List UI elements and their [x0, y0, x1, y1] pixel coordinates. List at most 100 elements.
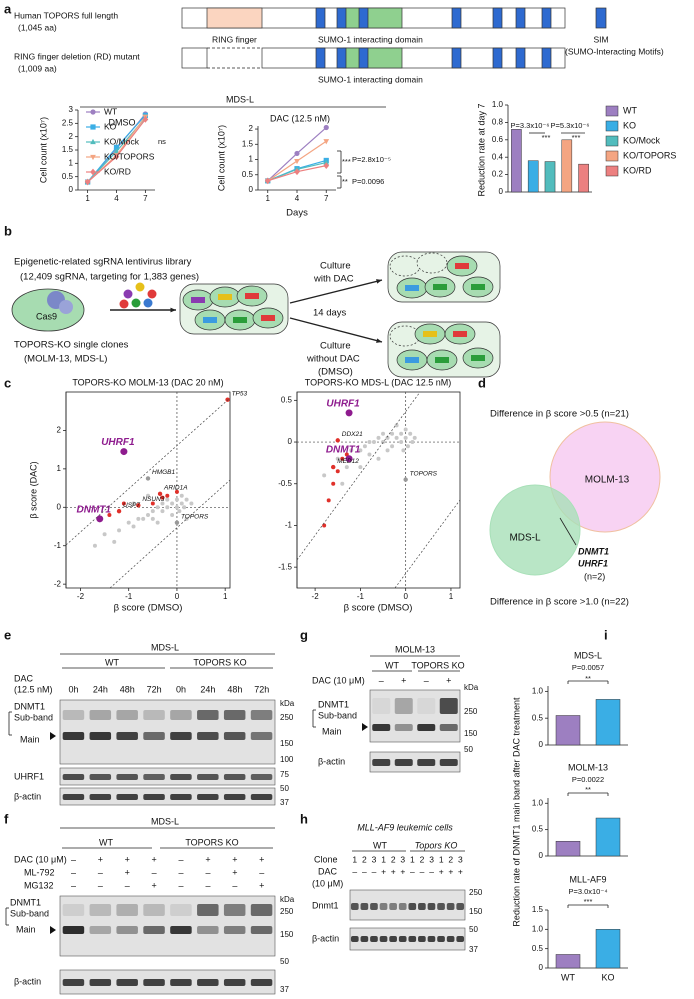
label: +	[232, 854, 237, 864]
y-tick-label: 0.6	[492, 135, 504, 144]
labeled-point	[157, 491, 163, 497]
label: 75	[280, 770, 289, 779]
panel-letter: c	[4, 375, 11, 390]
band	[116, 710, 138, 720]
band	[89, 794, 112, 800]
label: β-actin	[312, 933, 339, 943]
y-tick-label: 1.5	[532, 905, 544, 914]
label: 3	[372, 854, 377, 864]
label: (10 μM)	[312, 878, 343, 888]
bar	[578, 163, 589, 193]
label: DAC	[318, 866, 338, 876]
band	[143, 926, 165, 934]
sgrna	[261, 315, 275, 321]
band	[116, 926, 138, 934]
label: SIM	[593, 34, 608, 44]
label: +	[439, 866, 444, 876]
annotation: ***	[542, 133, 551, 142]
band	[350, 903, 359, 910]
arrow	[289, 317, 383, 343]
label: (12.5 nM)	[14, 684, 53, 694]
marker	[90, 168, 96, 176]
panel-letter: d	[478, 375, 486, 390]
label: kDa	[280, 699, 295, 708]
cell	[416, 252, 448, 274]
label: 72h	[254, 684, 269, 694]
annotation: **	[585, 785, 591, 794]
point	[394, 423, 399, 428]
label: Main	[20, 734, 40, 744]
label: 150	[464, 729, 478, 738]
band	[116, 979, 138, 986]
point	[385, 448, 390, 453]
label: 2	[391, 854, 396, 864]
label: –	[410, 866, 415, 876]
marker	[294, 168, 300, 176]
panel-letter: b	[4, 223, 12, 238]
band	[170, 904, 192, 916]
label: 250	[469, 888, 483, 897]
label: Dnmt1	[312, 900, 339, 910]
label: 0h	[176, 684, 186, 694]
x-tick-label: 7	[324, 194, 329, 203]
label: 24h	[200, 684, 215, 694]
annotation: P=0.0096	[352, 177, 384, 186]
legend-label: KO/Mock	[104, 136, 140, 146]
label: –	[179, 867, 184, 877]
point	[165, 505, 170, 510]
band	[116, 732, 138, 740]
blot	[369, 689, 461, 743]
label: kDa	[464, 683, 479, 692]
point	[170, 501, 175, 506]
blot	[349, 927, 466, 951]
band	[417, 724, 436, 731]
label: (1,045 aa)	[18, 22, 57, 32]
label: –	[372, 866, 377, 876]
label: 37	[280, 798, 289, 807]
y-tick-label: -1	[54, 541, 62, 550]
label: SUMO-1 interacting domain	[318, 34, 423, 44]
marker	[90, 109, 96, 115]
label: Clone	[314, 854, 338, 864]
sgrna	[423, 331, 437, 337]
band	[89, 904, 112, 916]
annotation: **	[342, 177, 348, 186]
band	[456, 903, 465, 910]
panel-letter: f	[4, 811, 9, 826]
band	[437, 936, 445, 942]
y-tick-label: 0.5	[242, 170, 254, 179]
point	[179, 501, 184, 506]
label: ML-792	[24, 867, 55, 877]
chart-title: MOLM-13	[568, 762, 608, 772]
point	[150, 516, 155, 521]
band	[89, 774, 112, 780]
label: Sub-band	[10, 908, 49, 918]
label: Main	[322, 726, 342, 736]
y-tick-label: 3	[69, 105, 74, 114]
label: Topors KO	[415, 840, 458, 850]
band	[446, 903, 455, 910]
label: 0h	[68, 684, 78, 694]
label: 14 days	[313, 308, 347, 319]
virus	[131, 298, 141, 308]
label: 1	[381, 854, 386, 864]
y-tick-label: 0.5	[62, 172, 74, 181]
band	[370, 936, 378, 942]
y-tick-label: 0	[57, 502, 62, 511]
label: 150	[280, 739, 294, 748]
label: 150	[280, 930, 294, 939]
y-tick-label: 0.5	[532, 944, 544, 953]
panel-letter: a	[4, 1, 12, 16]
labeled-point	[145, 476, 151, 481]
label: 1	[410, 854, 415, 864]
point	[322, 473, 327, 478]
band	[439, 759, 458, 766]
point	[344, 465, 349, 470]
y-tick-label: 0.2	[492, 170, 504, 179]
point	[331, 481, 336, 486]
venn-mdsl	[489, 484, 581, 576]
label: 250	[280, 713, 294, 722]
label: MG132	[24, 880, 54, 890]
point	[174, 497, 179, 502]
point	[349, 448, 354, 453]
